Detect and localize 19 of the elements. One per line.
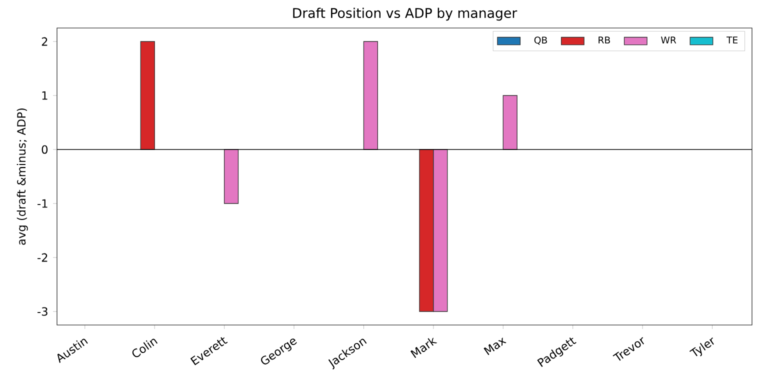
y-tick-label: -1 bbox=[38, 199, 48, 208]
bar bbox=[140, 41, 155, 150]
bar bbox=[224, 149, 239, 204]
legend-label: WR bbox=[661, 36, 676, 44]
x-tick-label: Tyler bbox=[689, 337, 714, 356]
legend-label: TE bbox=[726, 36, 738, 44]
legend-label: RB bbox=[598, 36, 610, 44]
y-tick-label: 1 bbox=[42, 91, 48, 100]
x-tick-label: Max bbox=[484, 338, 506, 356]
x-tick-label: Colin bbox=[132, 338, 158, 358]
y-tick-label: -3 bbox=[38, 307, 48, 316]
y-tick-label: 0 bbox=[42, 145, 48, 154]
y-tick-label: 2 bbox=[42, 37, 48, 46]
legend-label: QB bbox=[534, 36, 547, 45]
chart-title: Draft Position vs ADP by manager bbox=[293, 8, 518, 21]
y-axis-title: avg (draft &minus; ADP) bbox=[16, 108, 28, 245]
bar bbox=[363, 41, 378, 150]
y-tick-label: -2 bbox=[38, 253, 48, 262]
bar bbox=[502, 95, 518, 150]
